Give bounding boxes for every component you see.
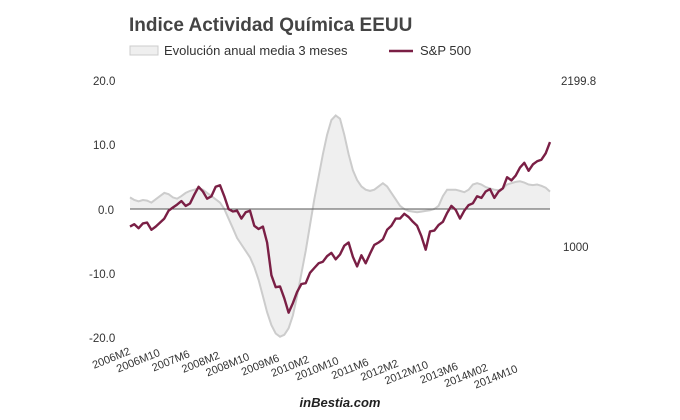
right-axis-max-label: 2199.8 xyxy=(561,76,596,88)
right-axis: 2199.8 1000 xyxy=(561,76,596,254)
y-tick-label: -20.0 xyxy=(89,333,115,345)
plot-area xyxy=(129,114,552,338)
sp500-line xyxy=(129,141,552,314)
y-tick-label: 20.0 xyxy=(93,76,115,88)
left-axis: 20.0 10.0 0.0 -10.0 -20.0 xyxy=(89,76,115,345)
legend: Evolución anual media 3 meses S&P 500 xyxy=(129,43,471,58)
legend-swatch-activity xyxy=(129,45,159,56)
right-axis-min-label: 1000 xyxy=(563,242,589,254)
y-tick-label: 10.0 xyxy=(93,140,115,152)
legend-label-sp500: S&P 500 xyxy=(420,43,471,58)
legend-label-activity: Evolución anual media 3 meses xyxy=(164,43,348,58)
x-axis: 2006M22006M102007M62008M22008M102009M620… xyxy=(91,346,520,392)
y-tick-label: -10.0 xyxy=(89,269,115,281)
chart-title: Indice Actividad Química EEUU xyxy=(129,15,412,36)
activity-area xyxy=(130,115,550,337)
source-label: inBestia.com xyxy=(300,395,381,410)
y-tick-label: 0.0 xyxy=(98,205,114,217)
